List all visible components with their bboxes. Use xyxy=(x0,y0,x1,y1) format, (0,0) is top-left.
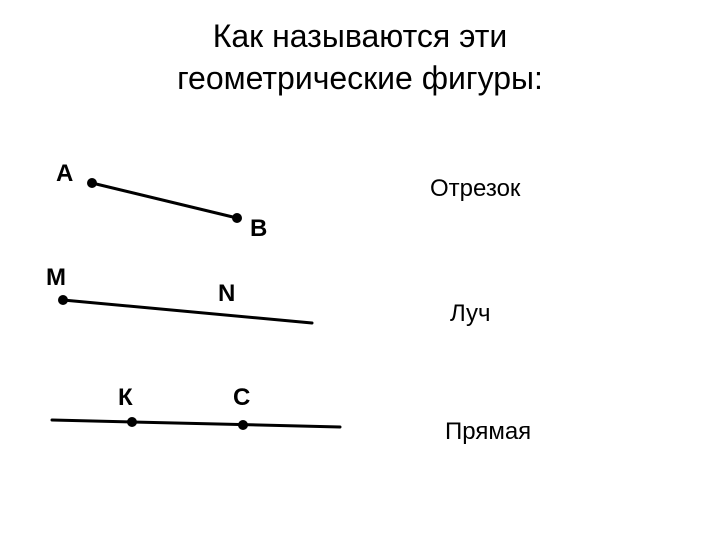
name-ray: Луч xyxy=(450,300,491,328)
label-m: М xyxy=(46,264,66,292)
name-line: Прямая xyxy=(445,418,531,446)
label-n: N xyxy=(218,280,235,308)
line-line xyxy=(52,420,340,427)
name-segment: Отрезок xyxy=(430,175,520,203)
point-a xyxy=(87,178,97,188)
point-c xyxy=(238,420,248,430)
ray-line xyxy=(63,300,312,323)
stage: Как называются эти геометрические фигуры… xyxy=(0,0,720,540)
point-b xyxy=(232,213,242,223)
label-b: В xyxy=(250,215,267,243)
figures-svg xyxy=(0,0,720,540)
label-a: А xyxy=(56,160,73,188)
label-c: С xyxy=(233,384,250,412)
point-m xyxy=(58,295,68,305)
point-k xyxy=(127,417,137,427)
segment-line xyxy=(92,183,237,218)
label-k: К xyxy=(118,384,133,412)
